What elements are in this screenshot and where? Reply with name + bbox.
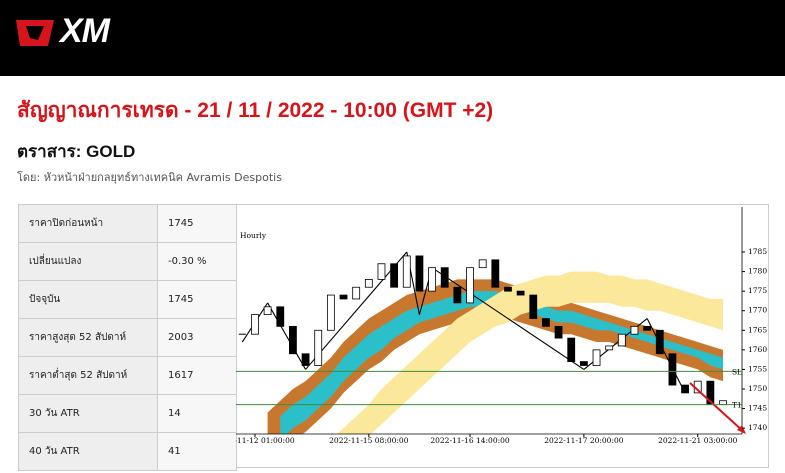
level-label: SL xyxy=(732,367,742,376)
zigzag-segment xyxy=(431,267,585,370)
row-value: 1745 xyxy=(157,204,237,243)
row-label: ราคาสูงสุด 52 สัปดาห์ xyxy=(18,318,158,357)
candle xyxy=(301,353,310,366)
row-label: ปัจจุบัน xyxy=(18,280,158,319)
instrument: ตราสาร: GOLD xyxy=(17,142,136,161)
y-tick-label: 1785 xyxy=(748,247,767,256)
candle xyxy=(491,259,500,288)
target-arrow xyxy=(689,382,745,433)
table-row: ปัจจุบัน 1745 xyxy=(18,280,237,319)
candle xyxy=(504,286,512,292)
x-tick-label: 2022-11-21 03:00:00 xyxy=(658,436,738,445)
candle xyxy=(466,267,474,304)
x-tick-label: 2022-11-15 08:00:00 xyxy=(329,436,409,445)
timeframe-label: Hourly xyxy=(240,231,267,240)
y-tick-label: 1740 xyxy=(748,423,767,432)
candle xyxy=(390,263,399,288)
candle xyxy=(276,306,285,327)
stats-table: ราคาปิดก่อนหน้า 1745 เปลี่ยนแปลง -0.30 % ปัจ… xyxy=(18,204,237,471)
candle xyxy=(630,325,639,335)
table-row: 40 วัน ATR 41 xyxy=(18,432,237,471)
zigzag-segment xyxy=(267,302,307,370)
arrow-head xyxy=(737,425,746,434)
page-title: สัญญาณการเทรด - 21 / 11 / 2022 - 10:00 (… xyxy=(17,99,494,122)
candle xyxy=(326,294,335,331)
chart: Hourly SL T1 1740 1745 1750 1755 1760 1765 1770 1… xyxy=(236,204,769,468)
candle xyxy=(605,345,614,351)
row-value: 1745 xyxy=(157,280,237,319)
candle xyxy=(554,325,563,339)
zigzag-segment xyxy=(305,251,408,370)
table-row: 30 วัน ATR 14 xyxy=(18,394,237,433)
level-label: T1 xyxy=(732,401,742,410)
table-row: ราคาต่ำสุด 52 สัปดาห์ 1617 xyxy=(18,356,237,395)
y-tick-label: 1770 xyxy=(748,306,767,315)
y-tick-label: 1780 xyxy=(748,267,767,276)
candle xyxy=(440,267,449,288)
site-header: XM xyxy=(0,0,785,76)
candle xyxy=(339,294,348,300)
row-value: 1617 xyxy=(157,356,237,395)
y-tick-label: 1750 xyxy=(748,384,767,393)
row-label: ราคาต่ำสุด 52 สัปดาห์ xyxy=(18,356,158,395)
indicator-band xyxy=(280,291,724,434)
candle xyxy=(655,329,664,355)
x-tick-label: 2022-11-12 01:00:00 xyxy=(236,436,295,445)
candle xyxy=(453,286,462,304)
row-label: 30 วัน ATR xyxy=(18,394,158,433)
candle xyxy=(643,325,652,331)
row-value: 14 xyxy=(157,394,237,433)
logo-icon xyxy=(16,20,54,46)
candle xyxy=(289,325,297,355)
candle xyxy=(402,255,411,288)
x-tick-label: 2022-11-16 14:00:00 xyxy=(430,436,510,445)
logo[interactable]: XM xyxy=(60,12,110,50)
candle xyxy=(263,306,272,316)
row-value: -0.30 % xyxy=(157,242,237,281)
candle xyxy=(542,318,550,327)
table-row: เปลี่ยนแปลง -0.30 % xyxy=(18,242,237,281)
candle xyxy=(592,349,601,366)
byline: โดย: หัวหน้าฝ่ายกลยุทธ์ทางเทคนิค Avramis… xyxy=(17,171,282,184)
row-label: 40 วัน ATR xyxy=(18,432,158,471)
candle xyxy=(579,361,588,366)
candle xyxy=(314,329,323,366)
zigzag-segment xyxy=(646,318,686,394)
candle xyxy=(681,384,689,394)
candle xyxy=(352,286,361,300)
candle xyxy=(428,267,436,292)
candle xyxy=(516,290,525,296)
candle xyxy=(529,294,538,319)
row-label: เปลี่ยนแปลง xyxy=(18,242,158,281)
y-tick-label: 1765 xyxy=(748,325,767,334)
row-label: ราคาปิดก่อนหน้า xyxy=(18,204,158,243)
x-tick-label: 2022-11-17 20:00:00 xyxy=(544,436,624,445)
candle xyxy=(567,337,576,362)
chart-frame xyxy=(236,204,769,468)
candle xyxy=(668,353,677,386)
row-value: 41 xyxy=(157,432,237,471)
candle xyxy=(617,333,626,347)
row-value: 2003 xyxy=(157,318,237,357)
table-row: ราคาสูงสุด 52 สัปดาห์ 2003 xyxy=(18,318,237,357)
candle xyxy=(415,255,424,292)
y-tick-label: 1760 xyxy=(748,345,767,354)
candle xyxy=(719,400,727,406)
candle xyxy=(364,279,373,288)
y-tick-label: 1755 xyxy=(748,364,767,373)
candle xyxy=(251,314,259,335)
candle xyxy=(478,259,487,269)
candle xyxy=(377,263,386,280)
indicator-band xyxy=(267,279,724,434)
y-tick-label: 1745 xyxy=(748,404,767,413)
table-row: ราคาปิดก่อนหน้า 1745 xyxy=(18,204,237,243)
y-tick-label: 1775 xyxy=(748,286,767,295)
